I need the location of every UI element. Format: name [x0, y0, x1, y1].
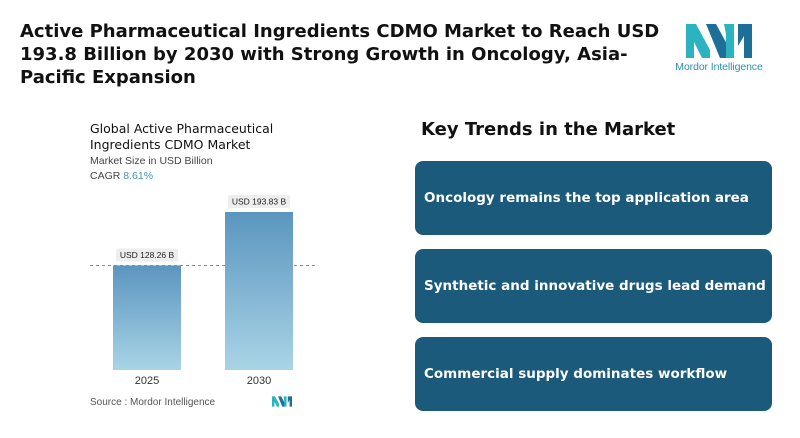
bar-2030 — [225, 212, 293, 370]
x-tick-2025: 2025 — [135, 375, 159, 387]
data-label-2025: USD 128.26 B — [120, 250, 175, 260]
brand-logo: Mordor Intelligence — [664, 24, 774, 73]
trend-card-label: Commercial supply dominates workflow — [424, 366, 728, 382]
mordor-intelligence-logo-icon — [686, 24, 752, 58]
chart-subtitle: Market Size in USD Billion — [90, 155, 213, 167]
chart-cagr: CAGR 8.61% — [90, 170, 153, 182]
cagr-value: 8.61% — [123, 170, 154, 182]
source-logo-icon — [272, 396, 292, 407]
trend-card-oncology: Oncology remains the top application are… — [415, 161, 772, 235]
data-label-bg — [228, 195, 290, 208]
cagr-label: CAGR — [90, 170, 121, 182]
bar-chart: USD 128.26 B 2025 USD 193.83 B 2030 — [90, 195, 318, 387]
source-text: Source : Mordor Intelligence — [90, 397, 216, 408]
trend-card-label: Synthetic and innovative drugs lead dema… — [424, 278, 766, 294]
logo-text: Mordor Intelligence — [675, 61, 763, 73]
page-headline: Active Pharmaceutical Ingredients CDMO M… — [20, 21, 660, 88]
trend-card-commercial-supply: Commercial supply dominates workflow — [415, 337, 772, 411]
data-label-bg — [116, 248, 178, 262]
chart-title: Global Active Pharmaceutical Ingredients… — [90, 121, 274, 152]
x-tick-2030: 2030 — [247, 375, 271, 387]
data-label-2030: USD 193.83 B — [232, 197, 287, 207]
trend-card-label: Oncology remains the top application are… — [424, 190, 749, 206]
bar-2025 — [113, 265, 181, 370]
trend-card-synthetic-drugs: Synthetic and innovative drugs lead dema… — [415, 249, 772, 323]
trends-title: Key Trends in the Market — [421, 119, 676, 140]
